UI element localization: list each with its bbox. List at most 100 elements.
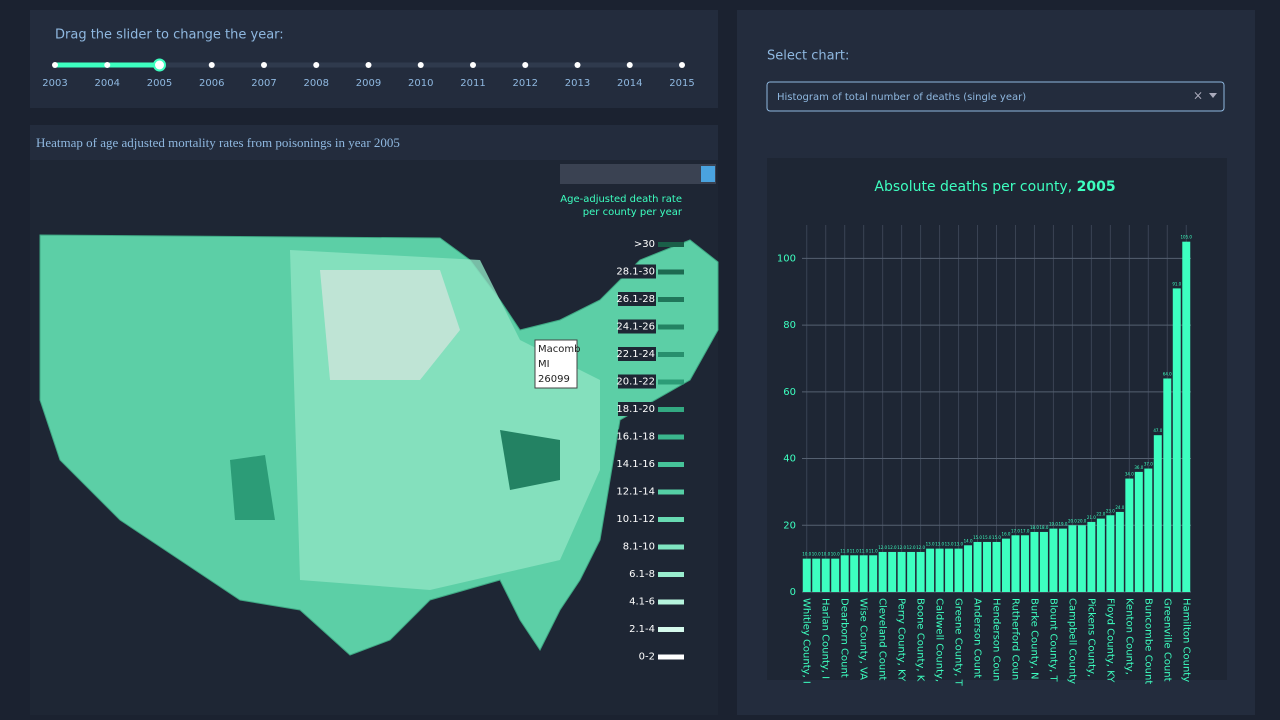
- legend-swatch[interactable]: [658, 324, 684, 330]
- slider-year[interactable]: 2009: [356, 78, 381, 89]
- bar[interactable]: [1039, 531, 1048, 592]
- slider-dot[interactable]: [365, 62, 372, 68]
- bar[interactable]: [1125, 478, 1134, 592]
- slider-year[interactable]: 2012: [513, 78, 538, 89]
- slider-dot[interactable]: [574, 62, 581, 68]
- legend-swatch[interactable]: [658, 379, 684, 385]
- legend-label[interactable]: 22.1-24: [616, 349, 655, 360]
- legend-label[interactable]: >30: [634, 239, 655, 250]
- slider-dot[interactable]: [208, 62, 215, 68]
- legend-label[interactable]: 4.1-6: [629, 597, 655, 608]
- slider-year[interactable]: 2007: [251, 78, 276, 89]
- legend-swatch[interactable]: [658, 489, 684, 495]
- legend-label[interactable]: 0-2: [639, 652, 655, 663]
- legend-label[interactable]: 16.1-18: [616, 432, 655, 443]
- slider-year[interactable]: 2004: [95, 78, 120, 89]
- legend-swatch[interactable]: [658, 434, 684, 440]
- toolbar-button[interactable]: [701, 166, 715, 182]
- legend-label[interactable]: 18.1-20: [616, 404, 655, 415]
- bar[interactable]: [897, 551, 906, 592]
- bar[interactable]: [1182, 241, 1191, 592]
- slider-dot[interactable]: [522, 62, 529, 68]
- legend-swatch[interactable]: [658, 242, 684, 247]
- bar[interactable]: [1163, 378, 1172, 592]
- legend-swatch[interactable]: [658, 599, 684, 605]
- bar[interactable]: [1115, 511, 1124, 592]
- bar[interactable]: [850, 555, 859, 592]
- legend-swatch[interactable]: [658, 517, 684, 522]
- slider-dot[interactable]: [679, 62, 685, 68]
- legend-swatch[interactable]: [658, 297, 684, 302]
- bar[interactable]: [802, 558, 811, 592]
- chart-selector[interactable]: [766, 81, 1225, 112]
- legend-swatch[interactable]: [658, 544, 684, 550]
- legend-swatch[interactable]: [658, 572, 684, 577]
- slider-dot[interactable]: [261, 62, 267, 68]
- slider-year[interactable]: 2014: [617, 78, 642, 89]
- bar[interactable]: [1030, 531, 1039, 592]
- legend-label[interactable]: 6.1-8: [629, 569, 655, 580]
- bar[interactable]: [1077, 525, 1086, 592]
- bar[interactable]: [973, 541, 982, 592]
- bar[interactable]: [878, 551, 887, 592]
- bar[interactable]: [916, 551, 925, 592]
- bar[interactable]: [831, 558, 840, 592]
- bar[interactable]: [964, 545, 973, 592]
- selector-arrow[interactable]: [1209, 93, 1217, 98]
- slider-year[interactable]: 2015: [669, 78, 694, 89]
- legend-label[interactable]: 2.1-4: [629, 624, 655, 635]
- bar[interactable]: [1011, 535, 1020, 592]
- bar[interactable]: [983, 541, 991, 592]
- bar[interactable]: [954, 548, 963, 592]
- legend-label[interactable]: 12.1-14: [616, 487, 655, 498]
- legend-label[interactable]: 10.1-12: [616, 514, 655, 525]
- slider-year[interactable]: 2013: [565, 78, 590, 89]
- slider-dot[interactable]: [417, 62, 424, 68]
- bar[interactable]: [935, 548, 944, 592]
- slider-year[interactable]: 2008: [304, 78, 329, 89]
- bar[interactable]: [1106, 515, 1115, 592]
- bar[interactable]: [926, 548, 935, 592]
- bar[interactable]: [888, 551, 897, 592]
- bar[interactable]: [859, 555, 868, 592]
- legend-swatch[interactable]: [658, 654, 684, 660]
- bar[interactable]: [992, 541, 1001, 592]
- bar[interactable]: [1068, 525, 1077, 592]
- legend-label[interactable]: 26.1-28: [616, 294, 655, 305]
- slider-year[interactable]: 2011: [460, 78, 485, 89]
- slider[interactable]: 2003 2004 2005 2006 2007 2008 2009 2010 2011 2012…: [42, 58, 695, 90]
- bar[interactable]: [1096, 518, 1105, 592]
- legend-swatch[interactable]: [658, 462, 684, 467]
- legend-label[interactable]: 14.1-16: [616, 459, 655, 470]
- map-toolbar[interactable]: [560, 164, 716, 184]
- bar[interactable]: [1058, 528, 1067, 592]
- bar[interactable]: [1002, 538, 1010, 592]
- bar[interactable]: [821, 558, 830, 592]
- bar[interactable]: [1049, 528, 1058, 592]
- slider-dot[interactable]: [52, 62, 58, 68]
- slider-handle[interactable]: [153, 58, 166, 72]
- bar[interactable]: [907, 551, 916, 592]
- bar[interactable]: [869, 555, 878, 592]
- selector-clear[interactable]: ×: [1193, 89, 1203, 103]
- legend-swatch[interactable]: [658, 407, 684, 412]
- slider-year[interactable]: 2005: [147, 78, 172, 89]
- bar[interactable]: [1153, 435, 1162, 592]
- bar[interactable]: [812, 558, 821, 592]
- slider-year[interactable]: 2010: [408, 78, 433, 89]
- bar[interactable]: [1020, 535, 1029, 592]
- bar[interactable]: [945, 548, 954, 592]
- slider-dot[interactable]: [626, 62, 633, 68]
- slider-dot[interactable]: [104, 62, 111, 68]
- bar[interactable]: [1134, 471, 1143, 592]
- legend-swatch[interactable]: [658, 627, 684, 632]
- slider-year[interactable]: 2006: [199, 78, 224, 89]
- legend-swatch[interactable]: [658, 352, 684, 357]
- bar[interactable]: [1144, 468, 1153, 592]
- bar[interactable]: [1172, 288, 1181, 592]
- bar[interactable]: [1087, 521, 1096, 592]
- legend-label[interactable]: 28.1-30: [616, 267, 655, 278]
- legend-swatch[interactable]: [658, 269, 684, 275]
- slider-year[interactable]: 2003: [42, 78, 67, 89]
- bar[interactable]: [840, 555, 849, 592]
